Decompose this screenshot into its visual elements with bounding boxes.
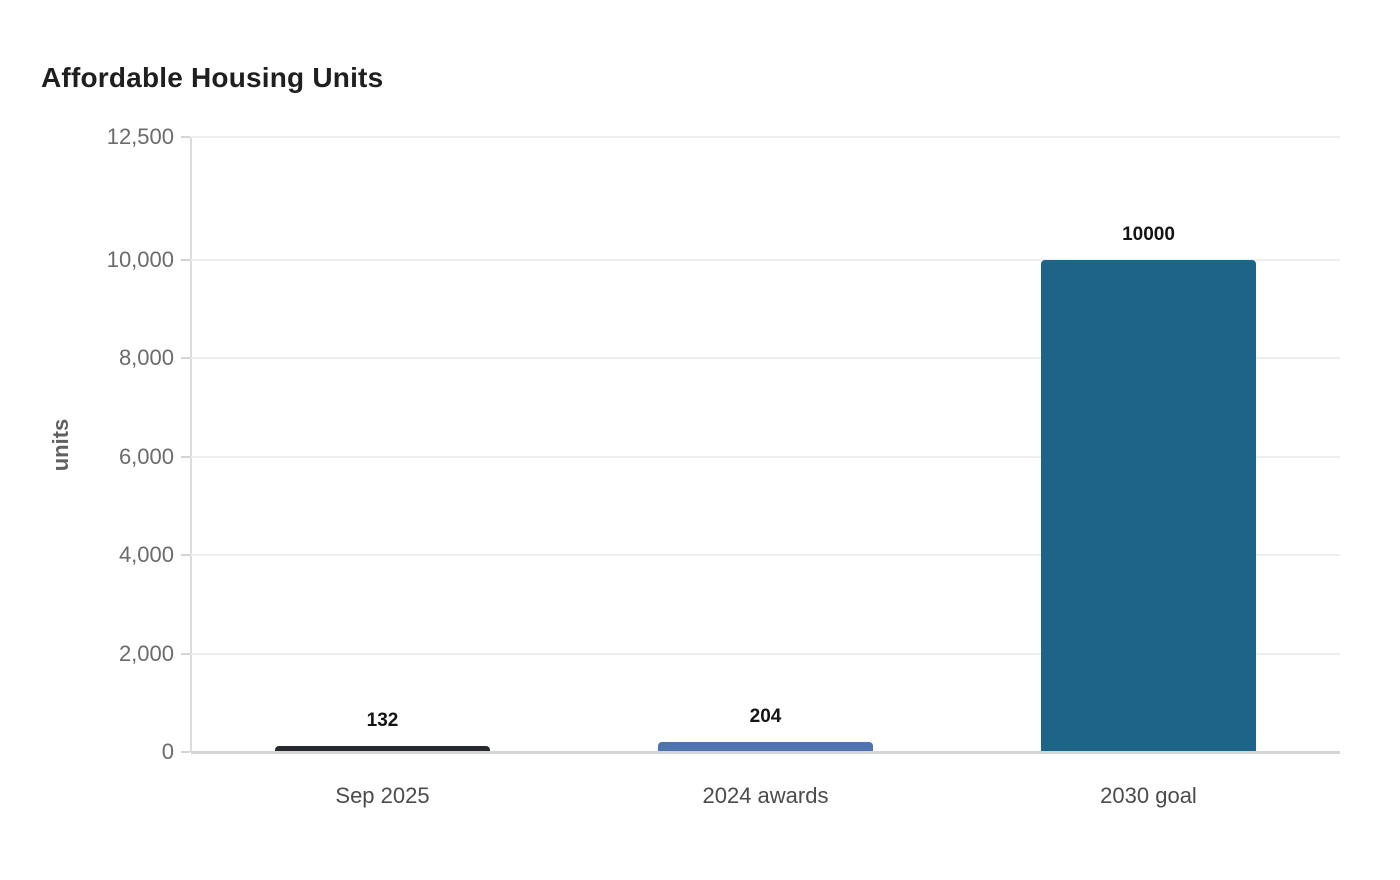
- y-tick-label: 8,000: [118, 345, 174, 371]
- gridline: [191, 554, 1340, 557]
- y-axis-tick-mark: [181, 751, 190, 753]
- x-category-label: 2030 goal: [1100, 783, 1197, 808]
- bar-2024-awards: [658, 742, 873, 752]
- y-tick-label: 12,500: [106, 124, 174, 149]
- x-category-label: 2024 awards: [702, 783, 829, 808]
- bar-value-label: 132: [366, 710, 399, 731]
- y-axis-line: [190, 137, 192, 752]
- x-axis-baseline: [191, 751, 1340, 754]
- x-category-label: Sep 2025: [335, 783, 430, 808]
- gridline: [191, 652, 1340, 655]
- y-axis-tick-mark: [181, 136, 190, 138]
- gridline: [191, 455, 1340, 458]
- gridline: [191, 136, 1340, 138]
- y-tick-label: 2,000: [118, 640, 174, 666]
- y-tick-label: 0: [161, 739, 174, 764]
- y-axis-tick-mark: [181, 357, 190, 360]
- y-tick-label: 4,000: [118, 542, 174, 568]
- y-tick-label: 10,000: [106, 247, 174, 272]
- y-axis-tick-mark: [181, 259, 190, 261]
- y-axis-tick-mark: [181, 652, 190, 655]
- gridline: [191, 357, 1340, 360]
- y-axis-tick-mark: [181, 455, 190, 458]
- chart-title: Affordable Housing Units: [41, 62, 384, 93]
- gridline: [191, 259, 1340, 261]
- bar-sep-2025: [275, 746, 490, 752]
- y-axis-tick-mark: [181, 554, 190, 557]
- y-tick-label: 6,000: [118, 443, 174, 469]
- bar-value-label: 10000: [1122, 224, 1175, 245]
- plot-area: 132 204 10000: [181, 136, 1340, 754]
- bar-2030-goal: [1041, 260, 1256, 752]
- bar-value-label: 204: [749, 706, 782, 727]
